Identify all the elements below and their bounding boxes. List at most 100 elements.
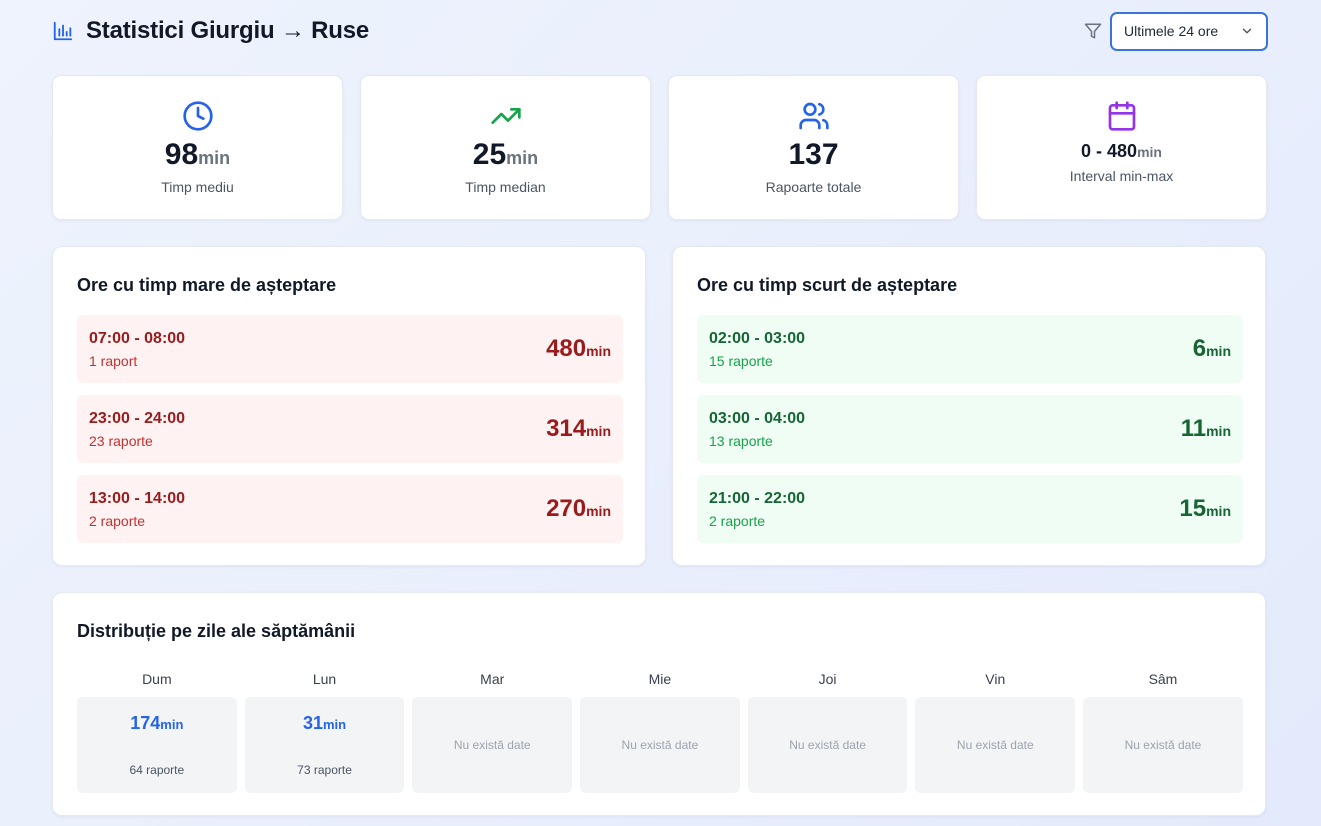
report-count: 23 raporte <box>89 432 153 449</box>
stats-row: 98min Timp mediu 25min Timp median 137 R… <box>52 75 1267 220</box>
stat-value: 98min <box>165 140 230 170</box>
day-value: 174min <box>130 714 183 733</box>
wait-value: 15min <box>1179 497 1231 521</box>
day-card: Nu există date <box>915 697 1076 793</box>
panel-title: Distribuție pe zile ale săptămânii <box>77 621 356 641</box>
title-group: Statistici Giurgiu → Ruse <box>52 17 369 45</box>
day-unit: min <box>322 716 347 732</box>
day-column: Lun 31min 73 raporte <box>244 671 405 793</box>
users-icon <box>798 100 830 132</box>
day-name: Joi <box>818 671 837 687</box>
report-count: 2 raporte <box>709 512 766 529</box>
report-count: 1 raport <box>89 352 138 369</box>
day-card: Nu există date <box>1083 697 1243 793</box>
stat-unit: min <box>1137 144 1162 160</box>
no-data-text: Nu există date <box>789 738 866 752</box>
day-column: Mar Nu există date <box>412 671 573 793</box>
weekday-grid: Dum 174min 64 raporte Lun 31min 73 rapor… <box>77 671 1243 793</box>
day-card: 174min 64 raporte <box>77 697 237 793</box>
no-data-text: Nu există date <box>956 738 1034 752</box>
panel-title: Ore cu timp mare de așteptare <box>77 275 337 295</box>
day-name: Mar <box>480 671 505 687</box>
stat-label: Timp median <box>465 179 546 195</box>
wait-unit: min <box>586 423 611 439</box>
day-name: Mie <box>648 671 672 687</box>
report-count: 15 raporte <box>709 352 773 369</box>
wait-value: 480min <box>546 337 611 361</box>
no-data-text: Nu există date <box>621 738 699 752</box>
wait-number: 270 <box>546 495 587 522</box>
wait-number: 6 <box>1192 335 1207 362</box>
page-title: Statistici Giurgiu → Ruse <box>86 17 370 44</box>
day-column: Dum 174min 64 raporte <box>77 671 237 793</box>
list-item: 23:00 - 24:00 23 raporte 314min <box>77 395 623 463</box>
time-range-select[interactable]: Ultimele 24 ore <box>1110 11 1268 51</box>
trending-up-icon <box>490 100 522 132</box>
stat-value: 25min <box>473 140 538 170</box>
stat-value: 0 - 480min <box>1081 142 1162 161</box>
day-report-count: 64 raporte <box>129 762 185 777</box>
stat-number: 25 <box>472 138 507 171</box>
day-name: Lun <box>312 671 337 687</box>
filter-group: Ultimele 24 ore <box>1084 11 1268 51</box>
filter-icon <box>1084 22 1102 40</box>
wait-number: 314 <box>546 415 587 442</box>
stat-number: 0 - 480 <box>1081 141 1138 161</box>
day-number: 31 <box>302 712 323 733</box>
stat-label: Interval min-max <box>1069 168 1174 184</box>
wait-number: 11 <box>1180 415 1207 442</box>
list-item: 21:00 - 22:00 2 raporte 15min <box>697 475 1243 543</box>
panel-title: Ore cu timp scurt de așteptare <box>697 275 958 295</box>
day-number: 174 <box>130 712 161 733</box>
short-waits-panel: Ore cu timp scurt de așteptare 02:00 - 0… <box>672 246 1266 566</box>
day-unit: min <box>160 716 184 732</box>
wait-unit: min <box>1206 423 1231 439</box>
day-name: Dum <box>142 671 172 687</box>
stat-card-median: 25min Timp median <box>360 75 651 220</box>
stat-unit: min <box>198 148 231 168</box>
day-card: Nu există date <box>747 697 908 793</box>
report-count: 13 raporte <box>709 432 773 449</box>
day-report-count: 73 raporte <box>297 762 352 777</box>
chevron-down-icon <box>1240 24 1254 38</box>
day-card: 31min 73 raporte <box>244 697 405 793</box>
hour-range: 07:00 - 08:00 <box>89 329 186 347</box>
no-data-text: Nu există date <box>453 738 531 752</box>
list-item: 07:00 - 08:00 1 raport 480min <box>77 315 623 383</box>
hour-range: 02:00 - 03:00 <box>709 329 806 347</box>
day-column: Mie Nu există date <box>580 671 740 793</box>
stat-label: Rapoarte totale <box>765 179 862 195</box>
hour-range: 03:00 - 04:00 <box>709 409 806 427</box>
day-column: Joi Nu există date <box>747 671 908 793</box>
weekday-distribution-panel: Distribuție pe zile ale săptămânii Dum 1… <box>52 592 1266 816</box>
wait-unit: min <box>1206 343 1231 359</box>
no-data-text: Nu există date <box>1124 738 1202 752</box>
stat-label: Timp mediu <box>161 179 234 195</box>
long-waits-panel: Ore cu timp mare de așteptare 07:00 - 08… <box>52 246 646 566</box>
stat-card-total-reports: 137 Rapoarte totale <box>668 75 959 220</box>
wait-unit: min <box>586 503 611 519</box>
day-card: Nu există date <box>412 697 573 793</box>
wait-value: 270min <box>546 497 611 521</box>
day-name: Vin <box>985 671 1006 687</box>
day-value: 31min <box>303 714 346 733</box>
stat-card-interval: 0 - 480min Interval min-max <box>976 75 1267 220</box>
stat-unit: min <box>506 148 539 168</box>
stat-value: 137 <box>788 140 838 170</box>
wait-value: 6min <box>1193 337 1231 361</box>
hour-range: 23:00 - 24:00 <box>89 409 186 427</box>
list-item: 03:00 - 04:00 13 raporte 11min <box>697 395 1243 463</box>
page-header: Statistici Giurgiu → Ruse Ultimele 24 or… <box>52 11 1268 51</box>
day-column: Vin Nu există date <box>915 671 1076 793</box>
wait-unit: min <box>586 343 611 359</box>
hour-range: 13:00 - 14:00 <box>89 489 186 507</box>
stat-card-average: 98min Timp mediu <box>52 75 343 220</box>
bar-chart-icon <box>52 20 74 42</box>
long-waits-list: 07:00 - 08:00 1 raport 480min 23:00 - 24:… <box>77 315 623 555</box>
calendar-icon <box>1106 100 1138 132</box>
time-range-value: Ultimele 24 ore <box>1124 23 1219 39</box>
day-name: Sâm <box>1148 671 1178 687</box>
day-card: Nu există date <box>580 697 740 793</box>
wait-value: 314min <box>546 417 611 441</box>
report-count: 2 raporte <box>89 512 146 529</box>
